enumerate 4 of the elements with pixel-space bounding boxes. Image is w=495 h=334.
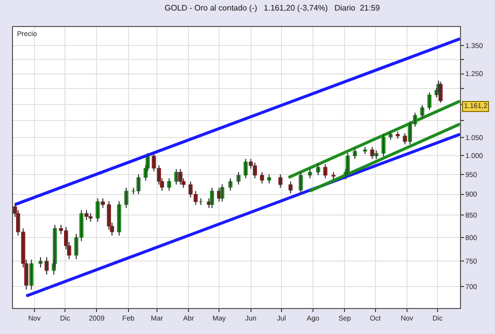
candlestick <box>267 174 272 184</box>
candlestick <box>374 150 378 160</box>
chart-title: GOLD - Oro al contado (-) 1.161,20 (-3,74%) Diario 21:59 <box>164 4 380 13</box>
candlestick <box>396 130 400 140</box>
